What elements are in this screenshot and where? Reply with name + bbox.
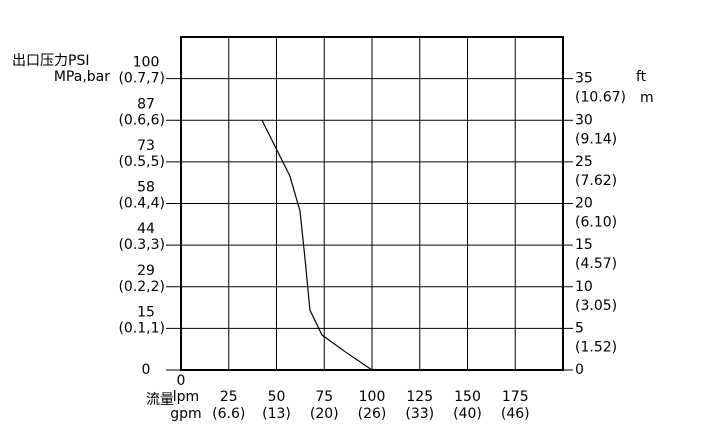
y-right-tick-sublabel: (10.67) <box>575 90 626 106</box>
x-tick-label: 175 <box>502 389 529 405</box>
y-right-tick-label: 35 <box>575 71 593 87</box>
x-tick-label: 50 <box>268 389 286 405</box>
x-tick-sublabel: (13) <box>262 406 291 422</box>
y-left-tick-label: 29 <box>137 263 155 279</box>
y-left-tick-sublabel: (0.5,5) <box>118 154 165 170</box>
x-unit: lpm <box>173 389 199 405</box>
y-left-tick-sublabel: (0.7,7) <box>118 71 165 87</box>
y-right-tick-label: 0 <box>575 362 584 378</box>
y-right-tick-sublabel: (7.62) <box>575 173 617 189</box>
y-right-tick-sublabel: (6.10) <box>575 215 617 231</box>
y-left-tick-label: 58 <box>137 180 155 196</box>
y-right-tick-label: 15 <box>575 237 593 253</box>
y-left-unit: MPa,bar <box>54 69 110 85</box>
x-tick-sublabel: (6.6) <box>212 406 245 422</box>
y-left-tick-label: 87 <box>137 96 155 112</box>
y-left-tick-sublabel: (0.6,6) <box>118 112 165 128</box>
y-right-tick-label: 30 <box>575 112 593 128</box>
y-right-tick-label: 20 <box>575 196 593 212</box>
y-right-tick-sublabel: (9.14) <box>575 131 617 147</box>
x-tick-label: 0 <box>177 373 186 389</box>
y-right-tick-sublabel: (4.57) <box>575 256 617 272</box>
y-left-tick-sublabel: (0.2,2) <box>118 279 165 295</box>
y-left-tick-sublabel: (0.1,1) <box>118 320 165 336</box>
x-tick-label: 125 <box>406 389 433 405</box>
x-tick-sublabel: (33) <box>405 406 434 422</box>
x-label: 流量 <box>146 392 174 408</box>
y-left-tick-label: 0 <box>142 362 151 378</box>
y-left-tick-label: 73 <box>137 138 155 154</box>
x-tick-sublabel: (40) <box>453 406 482 422</box>
y-left-title: 出口压力PSI <box>12 53 89 69</box>
y-right-unit: ft <box>636 69 647 85</box>
y-left-tick-sublabel: (0.4,4) <box>118 196 165 212</box>
y-right-tick-label: 5 <box>575 320 584 336</box>
y-left-tick-label: 44 <box>137 221 155 237</box>
y-left-tick-label: 100 <box>133 55 160 71</box>
y-left-tick-sublabel: (0.3,3) <box>118 237 165 253</box>
x-tick-sublabel: (26) <box>358 406 387 422</box>
y-right-tick-sublabel: (3.05) <box>575 298 617 314</box>
y-right-tick-label: 25 <box>575 154 593 170</box>
curve <box>261 119 373 371</box>
x-tick-label: 150 <box>454 389 481 405</box>
y-right-tick-label: 10 <box>575 279 593 295</box>
x-tick-label: 75 <box>315 389 333 405</box>
x-unit: gpm <box>170 406 201 422</box>
x-tick-sublabel: (20) <box>310 406 339 422</box>
x-tick-label: 25 <box>220 389 238 405</box>
y-right-tick-sublabel: (1.52) <box>575 339 617 355</box>
y-right-unit: m <box>640 90 654 106</box>
y-left-tick-label: 15 <box>137 304 155 320</box>
x-tick-label: 100 <box>359 389 386 405</box>
x-tick-sublabel: (46) <box>501 406 530 422</box>
